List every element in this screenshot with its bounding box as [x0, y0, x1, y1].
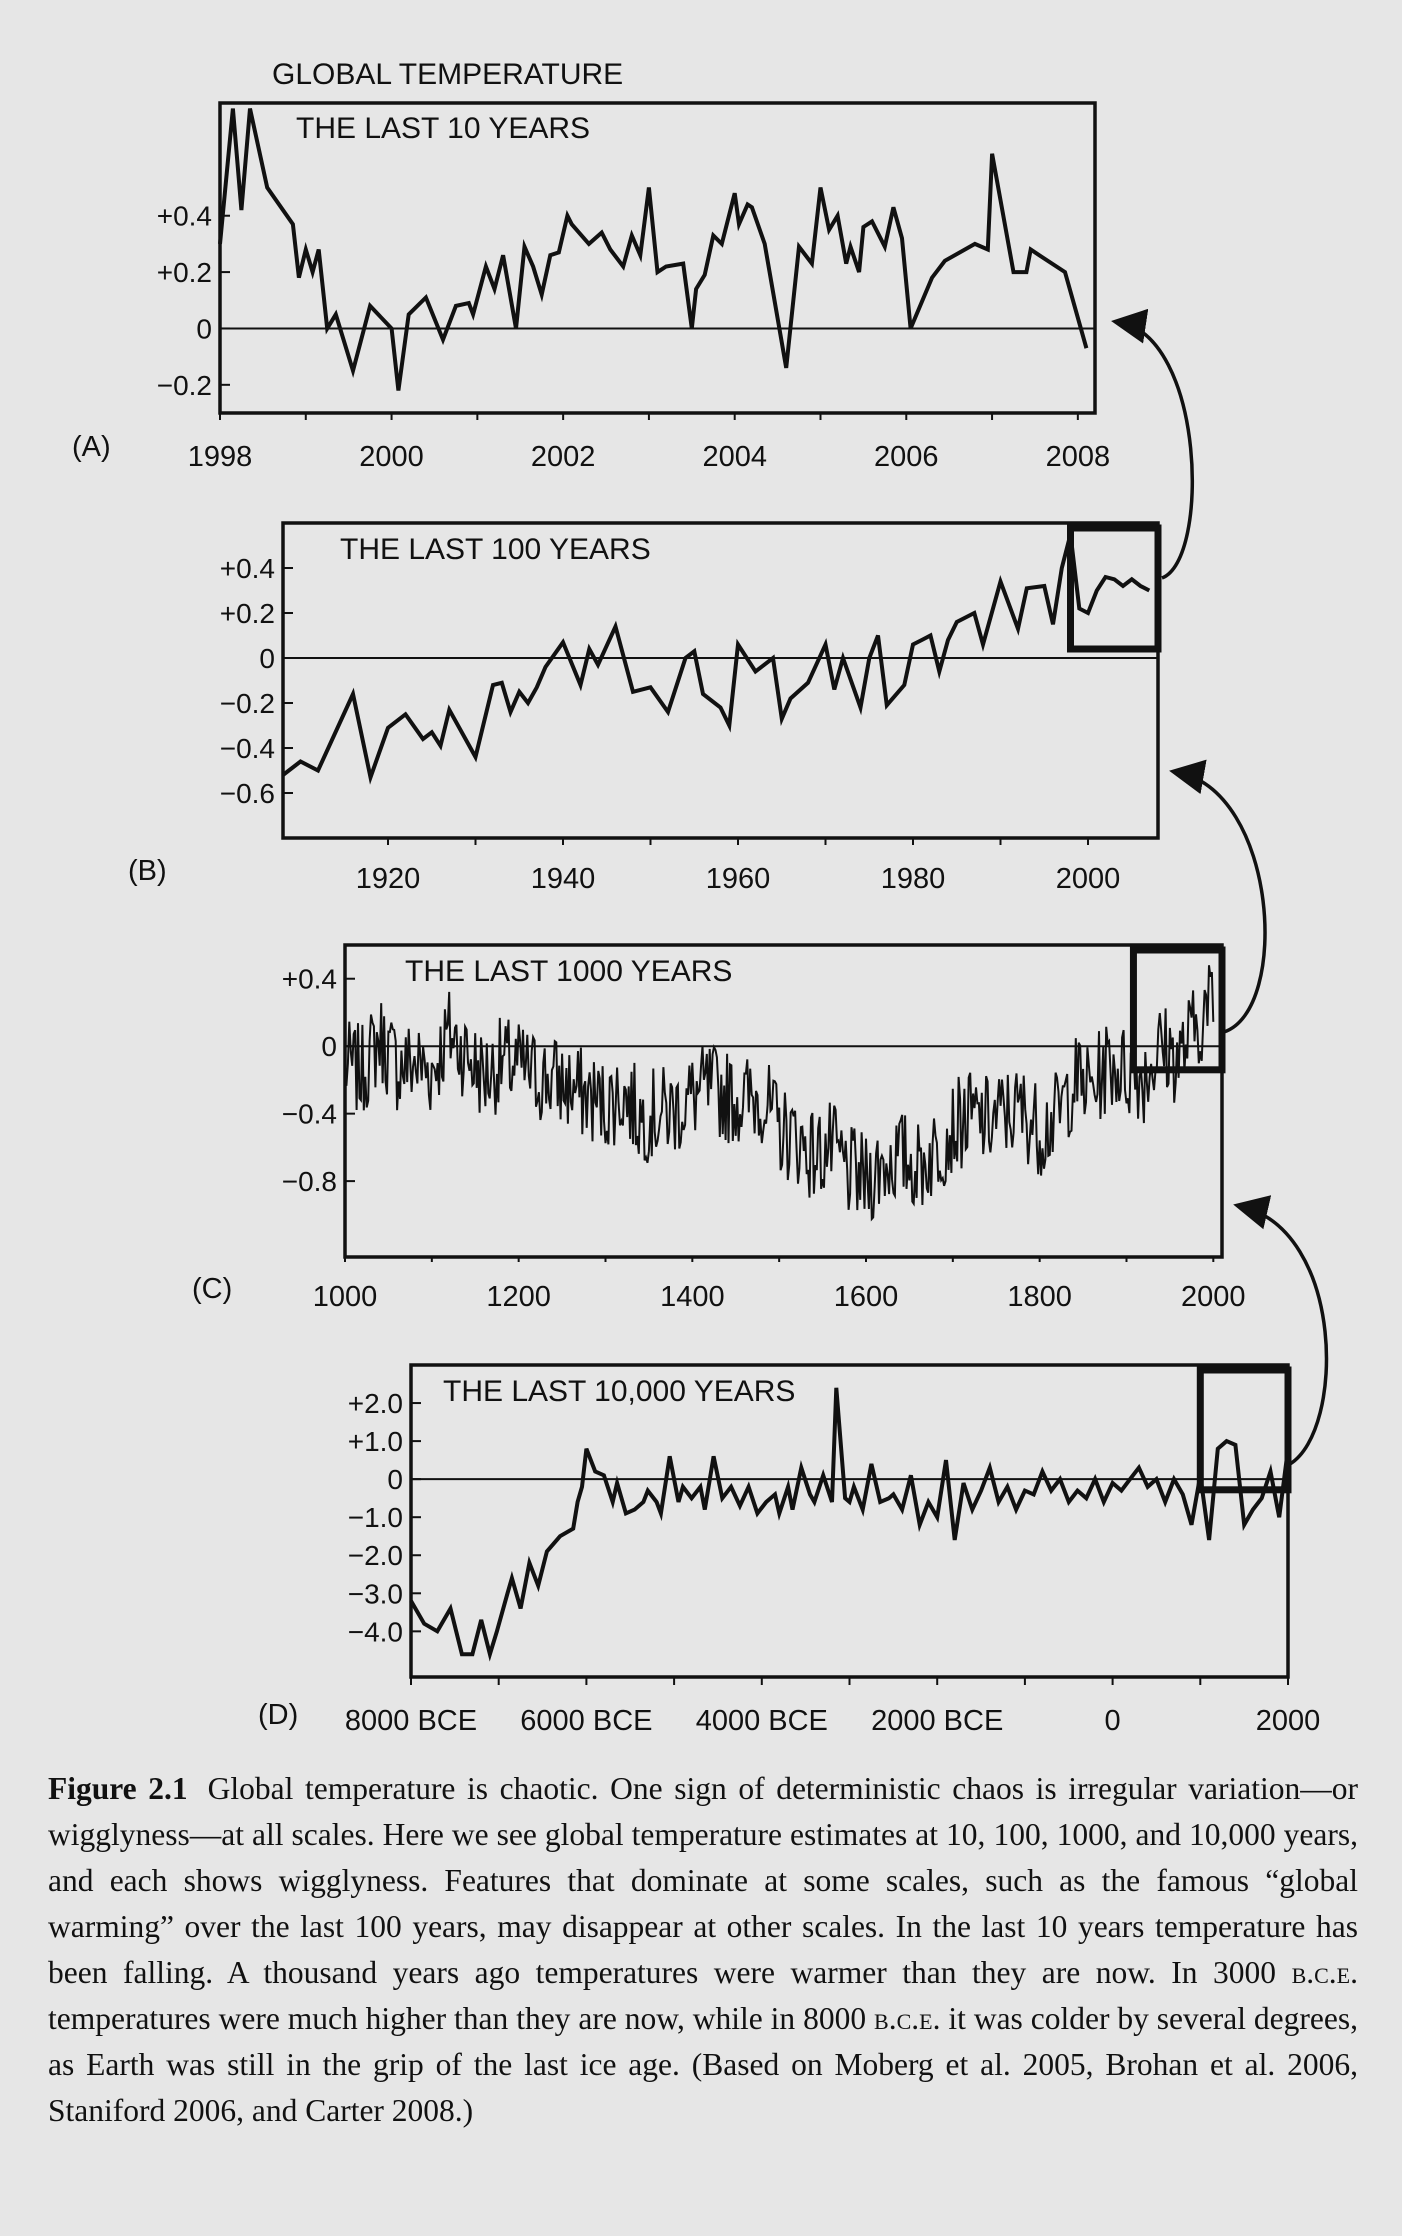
y-tick-label: −1.0: [348, 1502, 403, 1533]
caption-text-2: temperatures were much higher than they …: [48, 2001, 875, 2036]
x-tick-label: 1800: [1007, 1281, 1072, 1313]
x-tick-label: 1960: [706, 863, 771, 895]
y-tick-label: 0: [321, 1031, 337, 1062]
x-tick-label: 4000 BCE: [696, 1705, 828, 1737]
y-tick-label: 0: [196, 313, 212, 344]
x-tick-label: 2000 BCE: [871, 1705, 1003, 1737]
x-tick-label: 2000: [1256, 1705, 1321, 1737]
plot-frame: [281, 521, 1160, 840]
x-tick-label: 2002: [531, 441, 596, 473]
x-tick-label: 1600: [834, 1281, 899, 1313]
y-tick-label: −0.6: [220, 778, 275, 809]
y-tick-label: +0.4: [157, 201, 212, 232]
y-tick-label: −4.0: [348, 1616, 403, 1647]
chart-panel: +0.4 +0.2 0 −0.2 1998 2000 2002 2004 2006 2008 (A)…: [72, 101, 1111, 473]
chart-panel: +2.0 +1.0 0 −1.0 −2.0 −3.0 −4.0 8000 BCE 6000 BC…: [258, 1363, 1321, 1737]
panel-label: (B): [128, 855, 167, 887]
x-tick-label: 6000 BCE: [520, 1705, 652, 1737]
plot-frame: [409, 1363, 1290, 1679]
zoom-highlight-box: [1067, 524, 1162, 653]
chart-panel: +0.4 +0.2 0 −0.2 −0.4 −0.6 1920 1940 1960 1980 200…: [128, 521, 1162, 895]
x-tick-label: 1998: [188, 441, 253, 473]
x-tick-label: 1400: [660, 1281, 725, 1313]
y-tick-label: +2.0: [348, 1388, 403, 1419]
caption-era-1: b.c.e.: [1291, 1955, 1358, 1990]
figure-title: GLOBAL TEMPERATURE: [272, 58, 623, 91]
x-tick-label: 1920: [356, 863, 421, 895]
x-tick-label: 2004: [702, 441, 767, 473]
x-tick-label: 1200: [486, 1281, 551, 1313]
caption-label: Figure 2.1: [48, 1771, 188, 1806]
y-tick-label: 0: [259, 643, 275, 674]
y-tick-label: −0.2: [157, 370, 212, 401]
panel-title: THE LAST 10,000 YEARS: [443, 1375, 795, 1408]
x-tick-label: 1980: [881, 863, 946, 895]
y-tick-label: −3.0: [348, 1578, 403, 1609]
x-tick-label: 2000: [1181, 1281, 1246, 1313]
plot-frame: [343, 943, 1224, 1259]
figure: GLOBAL TEMPERATURE +0.4 +0.2 0 −0.2 1998 2000…: [72, 58, 1329, 1737]
x-tick-label: 1940: [531, 863, 596, 895]
y-tick-label: −0.4: [282, 1099, 337, 1130]
x-tick-label: 0: [1105, 1705, 1121, 1737]
x-tick-label: 2000: [359, 441, 424, 473]
zoom-highlight-box: [1129, 946, 1226, 1074]
chart-panel: +0.4 0 −0.4 −0.8 1000 1200 1400 1600 1800 2000 (C)…: [192, 943, 1246, 1313]
y-tick-label: −0.8: [282, 1166, 337, 1197]
y-tick-label: −0.2: [220, 688, 275, 719]
x-tick-label: 2000: [1056, 863, 1121, 895]
arrow-b-to-a: [1111, 308, 1195, 580]
x-tick-label: 2008: [1046, 441, 1111, 473]
panel-label: (D): [258, 1699, 298, 1731]
y-tick-label: +0.2: [157, 257, 212, 288]
connector-arrows: [1111, 308, 1329, 1466]
caption-text-1: Global temperature is chaotic. One sign …: [48, 1771, 1358, 1990]
panel-title: THE LAST 1000 YEARS: [405, 955, 732, 988]
caption-text-3: it was colder by several degrees, as Ear…: [48, 2001, 1358, 2128]
y-tick-label: −2.0: [348, 1540, 403, 1571]
x-tick-label: 1000: [313, 1281, 378, 1313]
y-tick-label: +0.4: [220, 553, 275, 584]
panel-title: THE LAST 100 YEARS: [340, 533, 651, 566]
y-tick-label: −0.4: [220, 733, 275, 764]
arrow-c-to-b: [1169, 759, 1267, 1034]
figure-caption: Figure 2.1 Global temperature is chaotic.…: [48, 1766, 1358, 2134]
y-tick-label: +0.4: [282, 964, 337, 995]
panel-label: (C): [192, 1273, 232, 1305]
series-line: [344, 965, 1215, 1222]
series-line: [218, 108, 1089, 391]
caption-era-2: b.c.e.: [874, 2001, 941, 2036]
y-tick-label: +1.0: [348, 1426, 403, 1457]
series-line: [409, 1387, 1290, 1662]
x-tick-label: 2006: [874, 441, 939, 473]
zoom-highlight-box: [1196, 1366, 1292, 1494]
series-line: [281, 533, 1151, 785]
panel-label: (A): [72, 431, 111, 463]
x-tick-label: 8000 BCE: [345, 1705, 477, 1737]
plot-frame: [218, 101, 1097, 415]
panel-title: THE LAST 10 YEARS: [296, 112, 590, 145]
y-tick-label: +0.2: [220, 598, 275, 629]
arrow-d-to-c: [1233, 1195, 1329, 1466]
y-tick-label: 0: [387, 1464, 403, 1495]
